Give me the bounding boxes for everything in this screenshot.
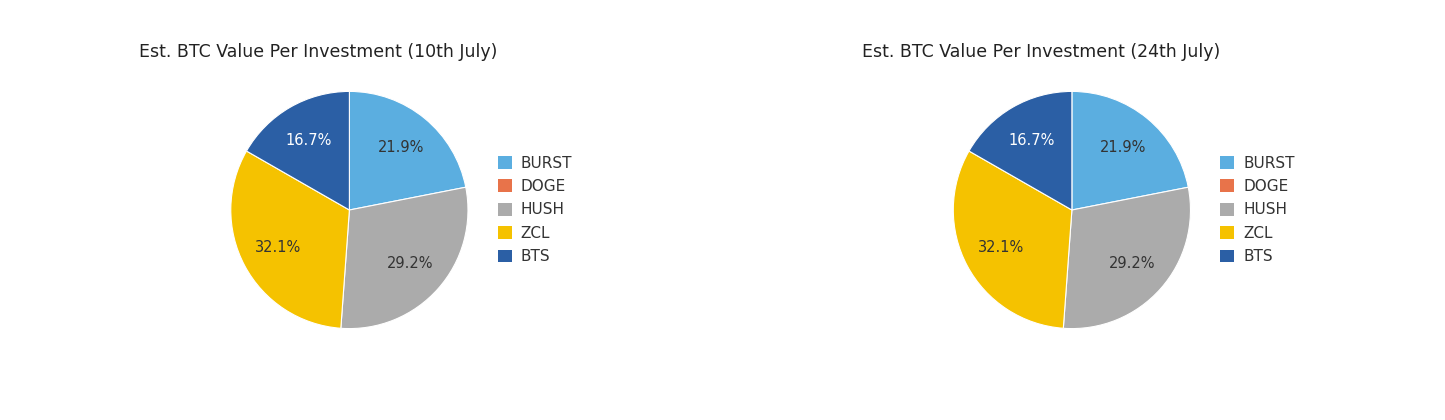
Text: 32.1%: 32.1% bbox=[978, 240, 1025, 255]
Text: Est. BTC Value Per Investment (24th July): Est. BTC Value Per Investment (24th July… bbox=[863, 42, 1220, 60]
Wedge shape bbox=[341, 187, 468, 328]
Text: 21.9%: 21.9% bbox=[1100, 140, 1146, 155]
Text: 21.9%: 21.9% bbox=[377, 140, 423, 155]
Text: Est. BTC Value Per Investment (10th July): Est. BTC Value Per Investment (10th July… bbox=[140, 42, 499, 60]
Wedge shape bbox=[1064, 187, 1191, 328]
Wedge shape bbox=[350, 92, 465, 210]
Wedge shape bbox=[954, 151, 1072, 328]
Wedge shape bbox=[1072, 92, 1188, 210]
Legend: BURST, DOGE, HUSH, ZCL, BTS: BURST, DOGE, HUSH, ZCL, BTS bbox=[1221, 156, 1295, 264]
Text: 29.2%: 29.2% bbox=[1108, 256, 1156, 271]
Text: 16.7%: 16.7% bbox=[286, 133, 332, 148]
Wedge shape bbox=[970, 92, 1072, 210]
Wedge shape bbox=[231, 151, 350, 328]
Wedge shape bbox=[247, 92, 350, 210]
Text: 32.1%: 32.1% bbox=[256, 240, 302, 255]
Text: 29.2%: 29.2% bbox=[386, 256, 433, 271]
Text: 16.7%: 16.7% bbox=[1009, 133, 1055, 148]
Legend: BURST, DOGE, HUSH, ZCL, BTS: BURST, DOGE, HUSH, ZCL, BTS bbox=[499, 156, 572, 264]
